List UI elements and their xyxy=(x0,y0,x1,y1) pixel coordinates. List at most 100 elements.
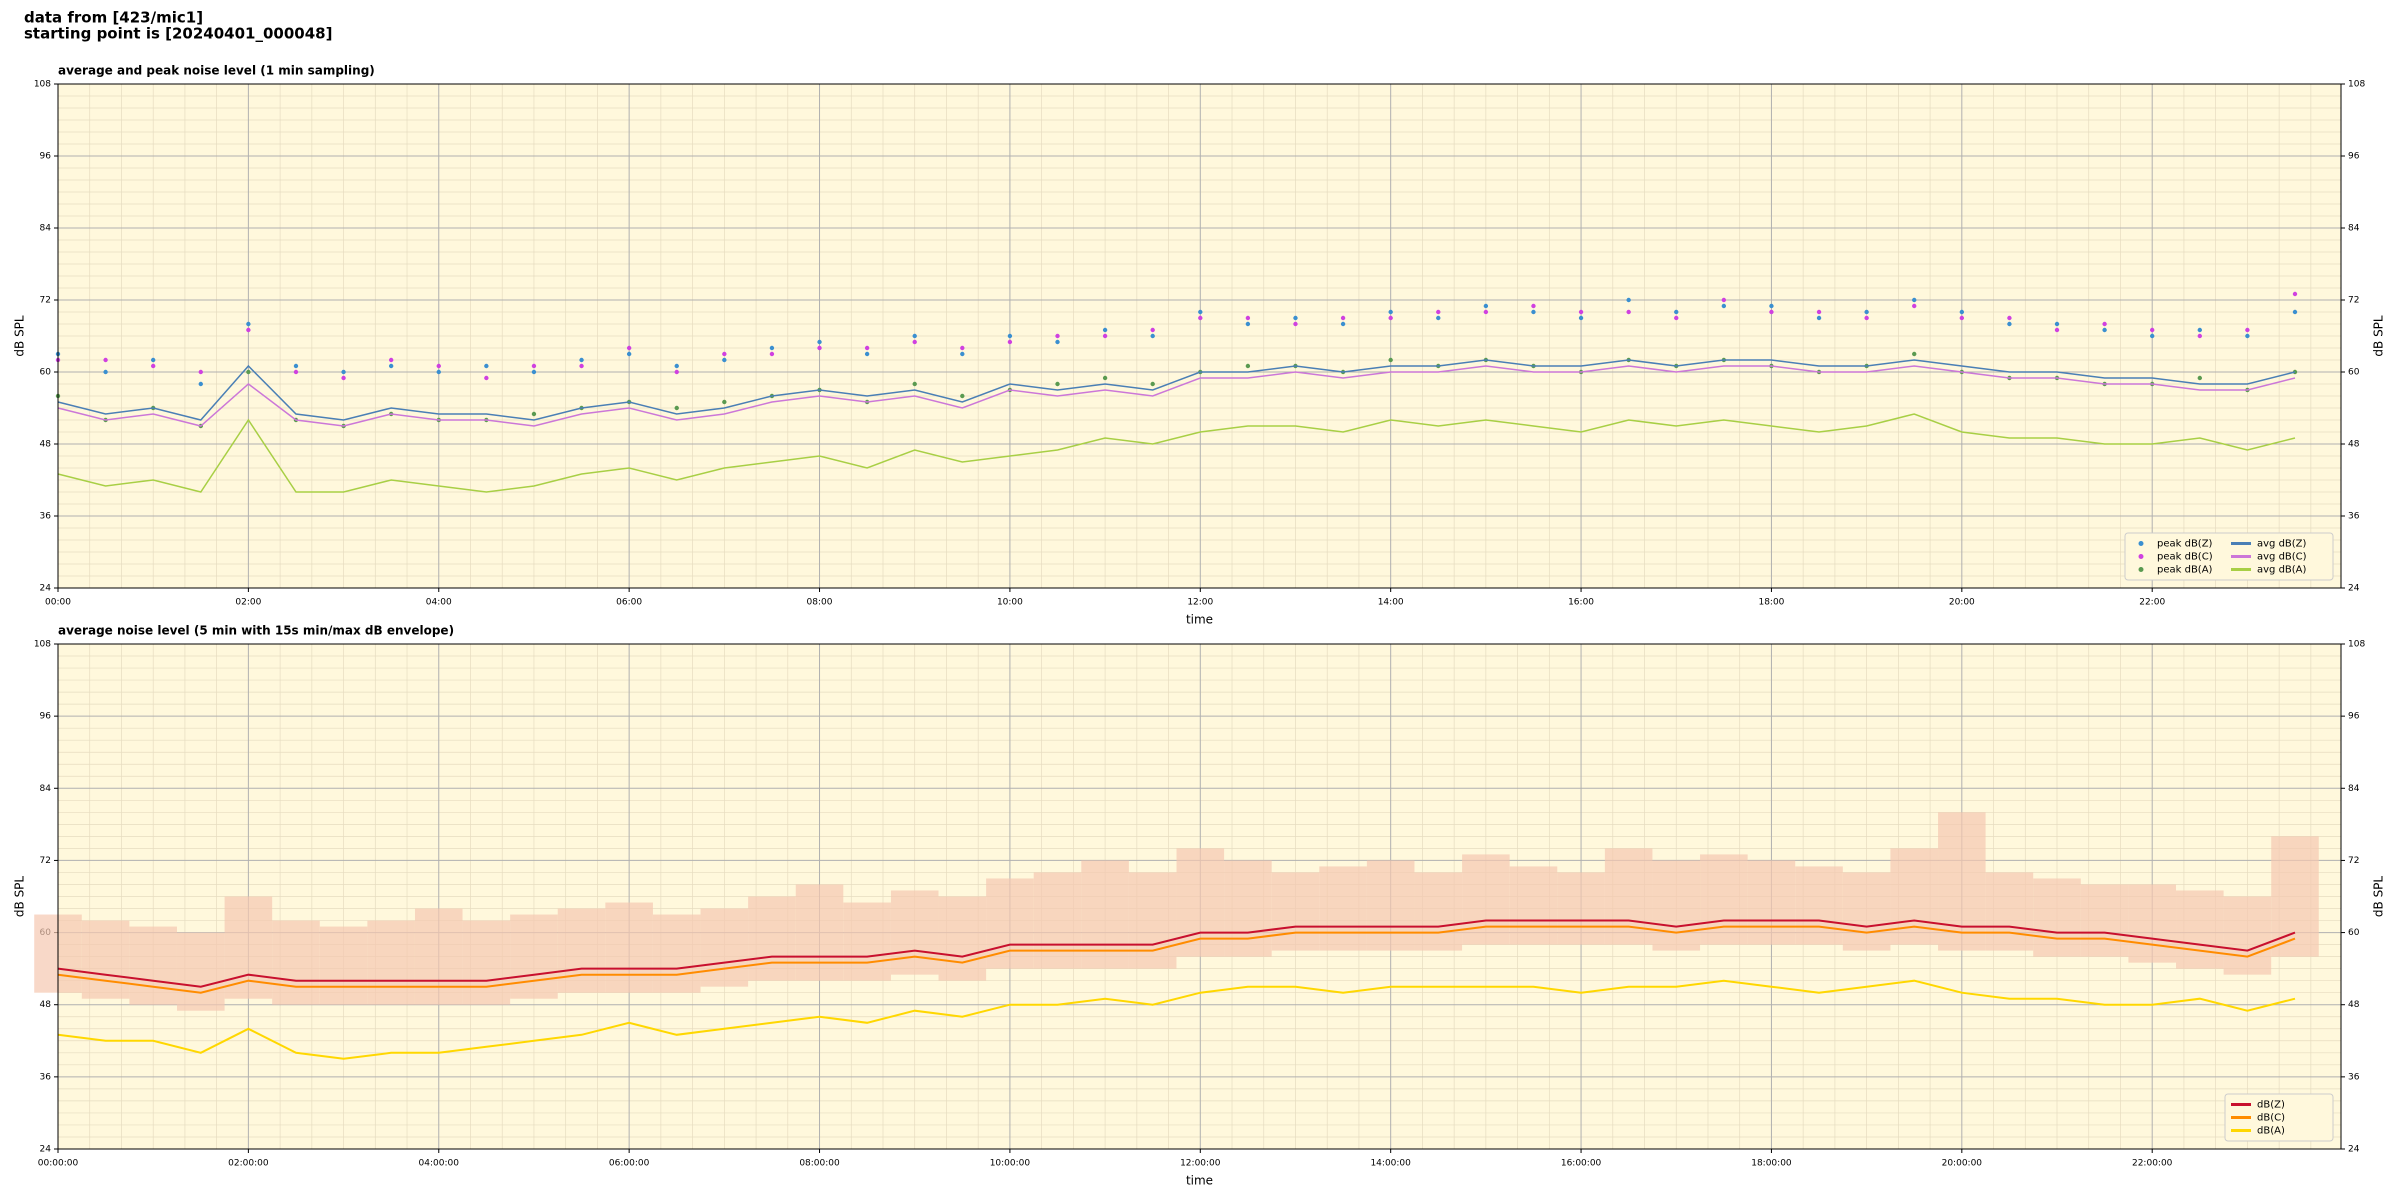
peak-point xyxy=(1293,321,1298,327)
peak-point xyxy=(293,369,299,375)
peak-point xyxy=(293,363,299,369)
peak-point xyxy=(246,369,251,375)
x-tick-label: 00:00 xyxy=(45,598,71,608)
envelope-band xyxy=(1462,854,1510,945)
legend-label: avg dB(A) xyxy=(2257,565,2307,576)
legend-label: peak dB(C) xyxy=(2157,552,2213,563)
y-tick-label: 24 xyxy=(2348,584,2360,594)
peak-point xyxy=(1959,309,1965,315)
peak-point xyxy=(1388,315,1393,321)
peak-point xyxy=(1721,297,1727,303)
envelope-band xyxy=(652,914,701,993)
peak-point xyxy=(960,351,965,357)
legend-label: peak dB(A) xyxy=(2157,565,2213,576)
x-tick-label: 02:00 xyxy=(235,598,261,608)
envelope-band xyxy=(129,926,177,1005)
legend-box xyxy=(2224,1093,2334,1142)
y-tick-label: 84 xyxy=(40,224,52,234)
peak-point xyxy=(2292,291,2298,297)
peak-point xyxy=(2054,321,2060,327)
x-tick-label: 16:00 xyxy=(1568,598,1594,608)
peak-point xyxy=(722,357,727,363)
peak-point xyxy=(864,345,870,351)
envelope-band xyxy=(1842,872,1891,951)
x-tick-label: 16:00:00 xyxy=(1561,1159,1602,1169)
peak-point xyxy=(1912,297,1917,303)
y-tick-label: 60 xyxy=(2348,928,2360,938)
x-tick-label: 12:00 xyxy=(1187,598,1213,608)
peak-point xyxy=(2292,309,2298,315)
legend-swatch xyxy=(2138,554,2144,559)
y-tick-label: 60 xyxy=(40,368,52,378)
peak-point xyxy=(960,393,965,399)
peak-point xyxy=(817,345,822,351)
peak-point xyxy=(1055,381,1060,387)
y-tick-label: 96 xyxy=(2348,152,2360,162)
x-tick-label: 08:00:00 xyxy=(799,1159,840,1169)
envelope-band xyxy=(414,908,463,1005)
x-tick-label: 04:00 xyxy=(426,598,452,608)
peak-point xyxy=(912,333,917,339)
envelope-band xyxy=(462,920,511,1005)
envelope-band xyxy=(510,914,558,999)
y-tick-label: 108 xyxy=(34,80,51,90)
envelope-band xyxy=(1081,860,1129,969)
header-line: starting point is [20240401_000048] xyxy=(24,25,332,43)
peak-point xyxy=(2007,321,2012,327)
peak-point xyxy=(674,363,679,369)
peak-point xyxy=(1102,327,1108,333)
peak-point xyxy=(1150,327,1155,333)
series-line xyxy=(57,365,2296,427)
peak-point xyxy=(2197,333,2202,339)
envelope-band xyxy=(1700,854,1748,945)
peak-point xyxy=(436,369,441,375)
legend-swatch xyxy=(2138,541,2144,546)
x-tick-label: 22:00:00 xyxy=(2132,1159,2173,1169)
peak-point xyxy=(1864,315,1869,321)
x-tick-label: 20:00:00 xyxy=(1942,1159,1983,1169)
envelope-band xyxy=(2271,836,2319,957)
envelope-band xyxy=(2223,896,2272,975)
peak-point xyxy=(722,351,727,357)
envelope-band xyxy=(795,884,844,981)
legend-label: dB(C) xyxy=(2257,1113,2285,1124)
peak-point xyxy=(626,351,632,357)
envelope-band xyxy=(938,896,987,981)
peak-point xyxy=(1150,381,1155,387)
peak-point xyxy=(436,363,441,369)
envelope-band xyxy=(1795,866,1843,945)
x-tick-label: 18:00 xyxy=(1758,598,1784,608)
peak-point xyxy=(626,345,632,351)
peak-point xyxy=(2150,327,2155,333)
series-line xyxy=(57,359,2296,421)
y-tick-label: 24 xyxy=(40,1145,52,1155)
peak-point xyxy=(1198,315,1203,321)
envelope-band xyxy=(1224,860,1272,957)
y-axis-label: dB SPL xyxy=(2372,876,2386,918)
y-axis-label: dB SPL xyxy=(2372,315,2386,357)
envelope-band xyxy=(1271,872,1320,951)
series-line xyxy=(57,979,2296,1060)
peak-point xyxy=(864,351,870,357)
peak-point xyxy=(1293,315,1298,321)
envelope-band xyxy=(605,902,653,993)
peak-point xyxy=(1816,309,1822,315)
y-tick-label: 84 xyxy=(2348,784,2360,794)
plot-frame xyxy=(57,83,2342,589)
peak-point xyxy=(769,351,775,357)
envelope-band xyxy=(2033,878,2081,957)
peak-point xyxy=(1769,303,1774,309)
peak-point xyxy=(579,357,584,363)
x-tick-label: 10:00 xyxy=(997,598,1023,608)
peak-point xyxy=(2007,315,2012,321)
series-line xyxy=(57,925,2296,994)
envelope-band xyxy=(1985,872,2034,951)
envelope-band xyxy=(1747,860,1796,945)
legend-label: dB(Z) xyxy=(2257,1100,2285,1111)
envelope-band xyxy=(1604,848,1653,945)
envelope-band xyxy=(81,920,130,999)
peak-point xyxy=(1816,315,1822,321)
envelope-band xyxy=(319,926,368,1005)
envelope-band xyxy=(557,908,606,993)
peak-point xyxy=(1245,315,1251,321)
